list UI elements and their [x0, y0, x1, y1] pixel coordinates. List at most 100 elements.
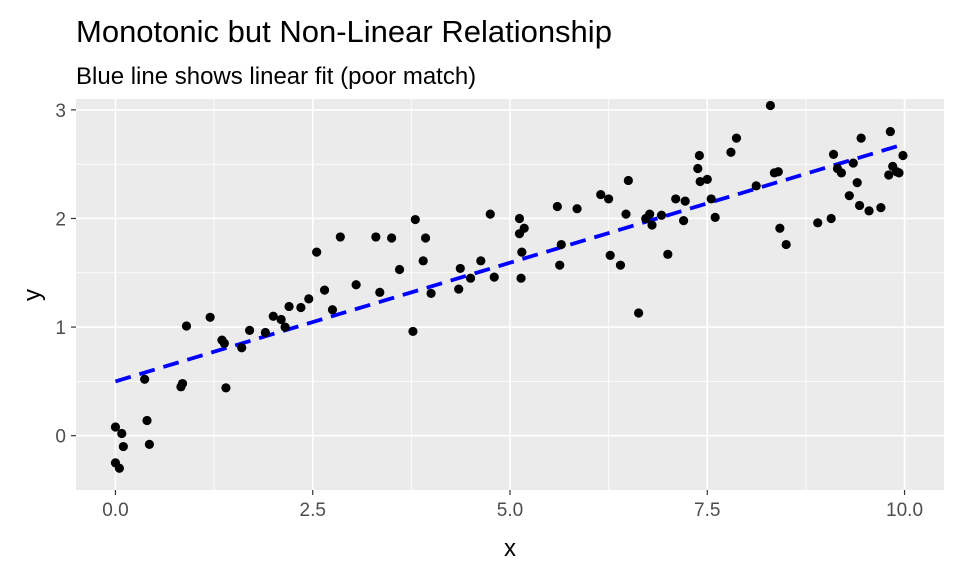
data-point [663, 249, 673, 259]
data-point [454, 284, 464, 294]
data-point [517, 247, 527, 257]
data-point [304, 294, 314, 304]
fit-line-layer [114, 143, 900, 384]
data-point [679, 216, 689, 226]
data-point [408, 326, 418, 337]
x-tick-label: 0.0 [102, 500, 128, 521]
data-point [205, 312, 215, 322]
data-point [245, 325, 255, 335]
y-axis-title: y [19, 289, 46, 301]
data-point [144, 439, 154, 449]
data-point [731, 133, 742, 143]
data-point [555, 260, 565, 270]
data-point [410, 214, 420, 225]
data-point [898, 150, 908, 161]
data-point [516, 273, 526, 283]
y-axis: 0 1 2 3 [55, 101, 76, 448]
data-point [706, 194, 716, 204]
chart-subtitle: Blue line shows linear fit (poor match) [76, 63, 476, 90]
linear-fit-line [114, 143, 900, 384]
data-point [596, 189, 606, 200]
data-point [118, 441, 128, 452]
data-point [276, 314, 286, 325]
data-point [351, 280, 361, 290]
data-point [885, 126, 895, 137]
data-point [710, 212, 720, 222]
data-point [556, 239, 566, 250]
data-point [142, 415, 152, 426]
data-point [645, 209, 655, 219]
data-point [694, 150, 704, 161]
data-point [296, 302, 306, 313]
data-point [426, 288, 436, 299]
data-point [884, 170, 894, 180]
chart-title: Monotonic but Non-Linear Relationship [76, 14, 612, 49]
data-point [656, 210, 667, 220]
data-point [394, 264, 405, 275]
data-point [327, 305, 338, 315]
data-point [702, 174, 712, 184]
data-point [848, 158, 858, 168]
data-point [519, 223, 529, 233]
data-point [237, 343, 247, 353]
data-point [280, 322, 290, 332]
x-tick-label: 2.5 [300, 500, 326, 521]
data-point [693, 163, 703, 174]
data-point [615, 260, 626, 270]
data-point [604, 194, 614, 204]
data-point [605, 250, 615, 260]
data-point [751, 181, 761, 191]
data-point [371, 232, 381, 242]
y-tick-label: 1 [55, 318, 66, 339]
data-point [621, 209, 631, 219]
data-point [813, 218, 823, 228]
y-tick-label: 0 [55, 427, 66, 448]
data-point [623, 175, 633, 186]
data-point [844, 191, 854, 201]
data-point [476, 256, 486, 266]
data-point [695, 176, 705, 187]
data-point [260, 327, 270, 338]
data-point [552, 201, 562, 212]
data-point [219, 338, 229, 348]
data-point [221, 383, 231, 393]
data-point [465, 273, 476, 283]
data-point [110, 422, 121, 432]
data-point [177, 378, 188, 389]
data-point [312, 247, 322, 257]
data-point [455, 263, 465, 274]
data-point [181, 321, 192, 331]
grid-lines [76, 99, 944, 490]
data-point [836, 168, 847, 178]
data-point [117, 428, 127, 439]
points-layer [110, 100, 908, 473]
data-point [572, 204, 582, 214]
data-point [140, 374, 150, 384]
data-point [773, 167, 783, 177]
data-point [671, 194, 681, 204]
x-axis-title: x [504, 535, 516, 562]
y-tick-label: 2 [55, 209, 66, 230]
data-point [894, 168, 904, 178]
data-point [852, 178, 862, 188]
data-point [375, 287, 385, 297]
data-point [268, 311, 278, 321]
data-point [420, 233, 431, 243]
data-point [489, 272, 499, 282]
data-point [856, 133, 866, 143]
data-point [387, 233, 397, 243]
data-point [319, 285, 330, 295]
y-tick-label: 3 [55, 101, 66, 122]
data-point [114, 463, 124, 473]
data-point [514, 213, 525, 224]
data-point [680, 196, 690, 206]
data-point [485, 209, 495, 219]
data-point [828, 149, 839, 159]
x-tick-label: 5.0 [497, 500, 523, 521]
data-point [418, 256, 428, 266]
data-point [864, 206, 874, 216]
x-tick-label: 10.0 [886, 500, 923, 521]
x-axis: 0.0 2.5 5.0 7.5 10.0 [102, 490, 923, 521]
data-point [647, 220, 657, 230]
